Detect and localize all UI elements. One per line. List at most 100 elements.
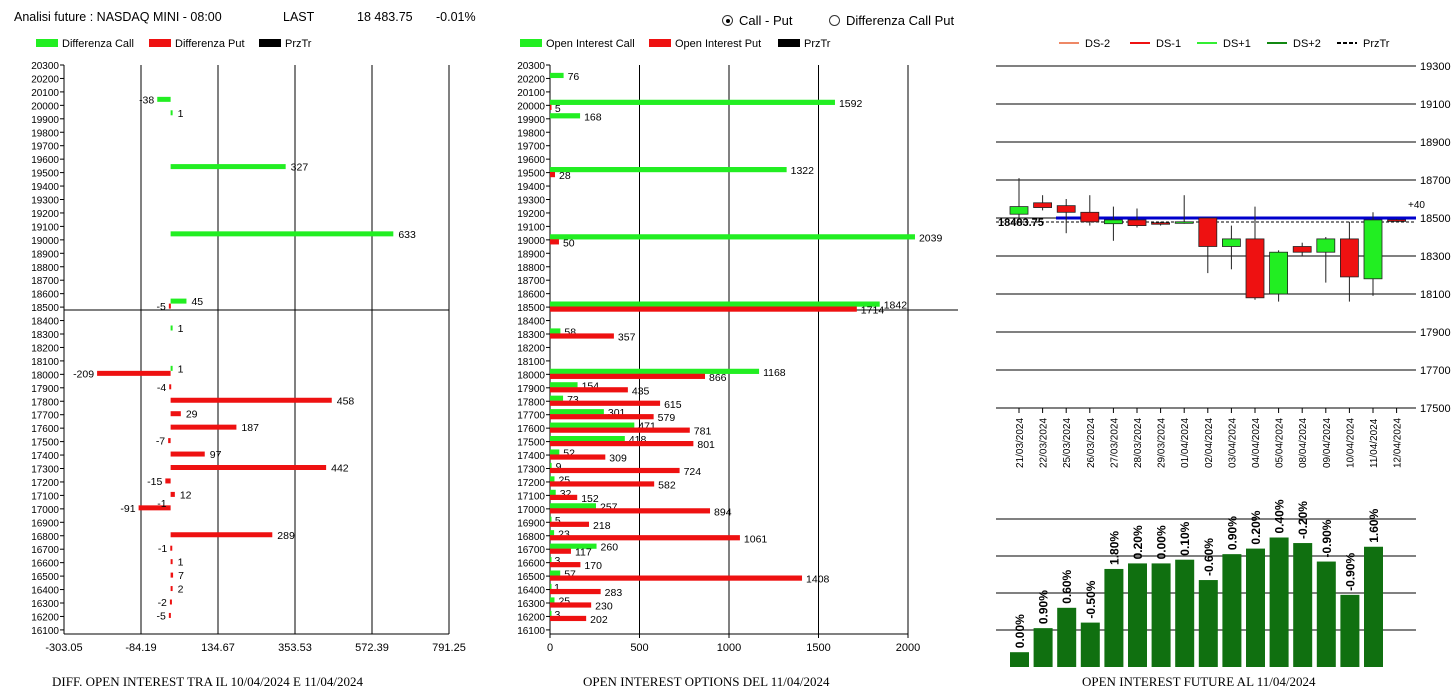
strike-label: 16600 — [31, 559, 59, 570]
bar-value-label: 5 — [555, 515, 561, 527]
y-tick-label: 19100 — [1420, 99, 1451, 111]
call-oi-bar — [550, 72, 564, 79]
date-label: 29/03/2024 — [1157, 418, 1168, 468]
bar-value-label: 327 — [291, 162, 309, 174]
bar-value-label: 1 — [178, 323, 184, 335]
last-value: 18 483.75 — [357, 10, 413, 24]
bar-value-label: 52 — [563, 448, 575, 460]
strike-label: 16400 — [517, 586, 545, 597]
put-oi-bar — [550, 481, 655, 487]
bar-value-label: 0.60% — [1060, 569, 1074, 603]
strike-label: 16900 — [31, 518, 59, 529]
bar-value-label: 152 — [581, 493, 599, 505]
bar-value-label: 23 — [558, 528, 570, 540]
bar-value-label: 1.80% — [1107, 531, 1121, 565]
candle-down — [1151, 222, 1170, 225]
put-oi-bar — [550, 467, 680, 474]
bar-value-label: 1714 — [861, 305, 885, 317]
legend-label: PrzTr — [1363, 38, 1390, 50]
offset-label: +40 — [1408, 200, 1425, 211]
legend-label: DS+2 — [1293, 38, 1321, 50]
future-bar — [1057, 607, 1077, 667]
call-diff-bar — [170, 231, 394, 237]
radio-call-put[interactable]: Call - Put — [722, 13, 792, 28]
put-diff-bar — [169, 384, 172, 390]
bar-value-label: 117 — [575, 547, 592, 559]
put-diff-bar — [170, 451, 205, 457]
header-bar: Analisi future : NASDAQ MINI - 08:00 LAS… — [14, 10, 476, 28]
bar-value-label: 9 — [556, 461, 562, 473]
bar-value-label: 357 — [618, 332, 636, 344]
strike-label: 17700 — [517, 411, 545, 422]
radio-differenza-label: Differenza Call Put — [846, 13, 955, 28]
call-oi-bar — [550, 328, 561, 334]
put-diff-bar — [165, 478, 171, 484]
strike-label: 19300 — [517, 196, 545, 207]
bar-value-label: 0.10% — [1178, 521, 1192, 555]
x-tick-label: 500 — [630, 642, 648, 654]
strike-label: 16600 — [517, 559, 545, 570]
bar-value-label: 28 — [559, 170, 571, 182]
price-label: 18483.75 — [998, 217, 1044, 229]
candle-down — [1198, 217, 1218, 247]
bar-value-label: 289 — [277, 530, 295, 542]
bar-value-label: 1322 — [791, 165, 815, 177]
bar-value-label: 781 — [694, 426, 712, 438]
future-bar — [1246, 548, 1265, 667]
bar-value-label: -0.60% — [1202, 538, 1216, 576]
legend-swatch — [259, 39, 281, 47]
call-oi-bar — [550, 422, 635, 428]
strike-label: 16100 — [31, 626, 59, 637]
strike-label: 20000 — [31, 101, 59, 112]
bar-value-label: 615 — [664, 399, 682, 411]
bar-value-label: 57 — [564, 569, 576, 581]
bar-value-label: -7 — [156, 436, 165, 448]
strike-label: 19700 — [31, 142, 59, 153]
strike-label: 20100 — [517, 88, 545, 99]
candle-down — [1245, 238, 1265, 299]
future-bar — [1151, 563, 1171, 667]
date-label: 03/04/2024 — [1227, 418, 1238, 468]
bar-value-label: 1168 — [763, 367, 786, 379]
y-tick-label: 17700 — [1420, 365, 1451, 377]
strike-label: 16800 — [517, 532, 545, 543]
options-chart-title: OPEN INTEREST OPTIONS DEL 11/04/2024 — [583, 674, 830, 689]
strike-label: 19900 — [31, 115, 59, 126]
put-oi-bar — [550, 333, 614, 339]
strike-label: 18400 — [517, 317, 545, 328]
legend-label: DS-1 — [1156, 38, 1181, 50]
future-bar — [1222, 554, 1242, 667]
strike-label: 17600 — [517, 424, 545, 435]
bar-value-label: 801 — [697, 439, 715, 451]
bar-value-label: 260 — [601, 542, 619, 554]
bar-value-label: -5 — [157, 610, 166, 622]
put-diff-bar — [138, 505, 171, 511]
bar-value-label: -38 — [139, 94, 154, 106]
bar-value-label: 0.00% — [1155, 525, 1169, 559]
date-label: 22/03/2024 — [1039, 418, 1050, 468]
strike-label: 18400 — [31, 317, 59, 328]
candle-down — [1033, 202, 1052, 208]
candle-up — [1316, 238, 1336, 253]
future-bar — [1198, 580, 1218, 667]
bar-value-label: 866 — [709, 372, 727, 384]
call-oi-bar — [550, 99, 835, 105]
future-bar — [1104, 568, 1124, 667]
call-oi-bar — [550, 543, 597, 549]
bar-value-label: -0.20% — [1296, 501, 1310, 539]
put-oi-bar — [550, 400, 661, 406]
strike-label: 20200 — [517, 74, 545, 85]
radio-differenza-call-put[interactable]: Differenza Call Put — [829, 13, 954, 28]
put-diff-bar — [170, 559, 173, 565]
date-label: 05/04/2024 — [1275, 418, 1286, 468]
put-oi-bar — [550, 575, 803, 581]
bar-value-label: 582 — [658, 479, 676, 491]
bar-value-label: 435 — [632, 385, 650, 397]
call-oi-bar — [550, 395, 564, 401]
bar-value-label: -4 — [157, 382, 166, 394]
instrument-title: Analisi future : NASDAQ MINI - 08:00 — [14, 10, 222, 24]
strike-label: 16500 — [31, 572, 59, 583]
diff-chart-title: DIFF. OPEN INTEREST TRA IL 10/04/2024 E … — [52, 674, 363, 689]
call-oi-bar — [550, 167, 787, 173]
strike-label: 16700 — [31, 545, 59, 556]
